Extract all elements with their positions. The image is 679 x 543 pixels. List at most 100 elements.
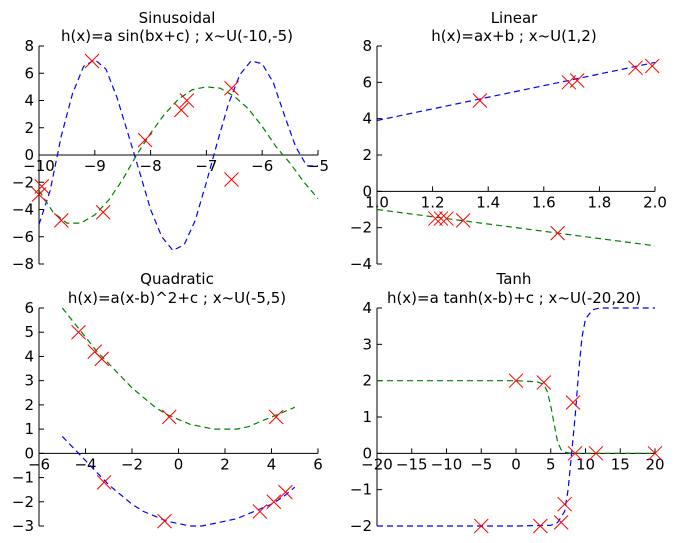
y-tick-label: 6 — [24, 64, 34, 82]
x-tick-label: 15 — [611, 455, 630, 473]
y-tick-label: 2 — [362, 146, 372, 164]
x-tick-label: −7 — [195, 157, 217, 175]
chart-title: Tanh — [496, 270, 532, 288]
x-tick-label: −10 — [23, 157, 55, 175]
series-line — [376, 61, 656, 122]
chart-subtitle: h(x)=a(x-b)^2+c ; x~U(-5,5) — [68, 289, 286, 307]
y-tick-label: 5 — [24, 323, 34, 341]
x-tick-label: −9 — [84, 157, 106, 175]
data-point — [455, 213, 471, 228]
y-tick-label: −4 — [12, 201, 34, 219]
data-point — [179, 93, 195, 108]
data-point — [84, 53, 100, 69]
data-point — [644, 58, 660, 74]
x-tick-label: 1.6 — [532, 193, 556, 211]
data-point — [53, 213, 69, 228]
data-point — [647, 445, 663, 461]
x-tick-label: −15 — [396, 455, 428, 473]
data-point — [550, 225, 566, 241]
y-tick-label: 4 — [24, 92, 34, 110]
x-tick-label: −4 — [74, 455, 96, 473]
x-tick-label: 10 — [576, 455, 595, 473]
x-tick-label: −2 — [121, 455, 143, 473]
y-tick-label: 0 — [24, 146, 34, 164]
data-point — [278, 484, 293, 500]
data-point — [94, 351, 110, 367]
x-tick-label: 0 — [511, 455, 521, 473]
data-point — [173, 102, 189, 118]
y-tick-label: 8 — [362, 37, 372, 55]
chart-title: Linear — [491, 9, 538, 27]
x-tick-label: 20 — [645, 455, 664, 473]
data-point — [561, 74, 577, 90]
series-line — [377, 380, 655, 454]
data-point — [224, 80, 239, 96]
series-line — [38, 58, 318, 252]
data-point — [508, 373, 524, 389]
data-point — [137, 132, 153, 148]
y-tick-label: −2 — [350, 219, 372, 237]
y-tick-label: 2 — [24, 396, 34, 414]
x-tick-label: 1.8 — [587, 193, 611, 211]
data-point — [96, 475, 112, 490]
x-tick-label: 1.4 — [476, 193, 500, 211]
chart-title: Quadratic — [140, 270, 214, 288]
data-point — [473, 518, 489, 534]
subplot-linear: Linear h(x)=ax+b ; x~U(1,2) 8 6 4 2 0 −2 −4 1.0… — [350, 9, 667, 273]
y-tick-label: 4 — [362, 110, 372, 128]
y-tick-label: 2 — [362, 372, 372, 390]
y-tick-label: −4 — [350, 255, 372, 273]
y-tick-label: 8 — [24, 37, 34, 55]
x-tick-label: 4 — [267, 455, 277, 473]
y-tick-label: 0 — [24, 444, 34, 462]
y-tick-label: −2 — [12, 493, 34, 511]
y-tick-label: 2 — [24, 119, 34, 137]
data-point — [536, 375, 552, 390]
data-point — [532, 518, 548, 534]
data-point — [428, 211, 443, 226]
y-tick-label: −2 — [12, 173, 34, 191]
chart-subtitle: h(x)=a tanh(x-b)+c ; x~U(-20,20) — [387, 289, 641, 307]
data-point — [567, 445, 583, 461]
data-point — [268, 409, 284, 425]
x-tick-label: 1.0 — [365, 193, 389, 211]
y-tick-label: 3 — [362, 335, 372, 353]
series-line — [61, 307, 296, 430]
data-point — [553, 515, 569, 530]
y-tick-label: −1 — [350, 481, 372, 499]
x-tick-label: −6 — [251, 157, 273, 175]
plot-area: 8 6 4 2 0 −2 −4 1.0 1.2 1.4 1.6 1.8 2.0 — [350, 37, 667, 273]
x-tick-label: 2 — [220, 455, 230, 473]
y-tick-label: 0 — [362, 182, 372, 200]
data-point — [565, 395, 581, 410]
data-point — [157, 513, 172, 529]
data-point — [569, 73, 585, 88]
x-tick-label: −20 — [361, 455, 393, 473]
subplot-quadratic: Quadratic h(x)=a(x-b)^2+c ; x~U(-5,5) 6 5… — [12, 270, 323, 535]
y-tick-label: −2 — [350, 517, 372, 535]
x-tick-label: 0 — [174, 455, 184, 473]
y-tick-label: 0 — [362, 444, 372, 462]
x-tick-label: −6 — [28, 455, 50, 473]
y-tick-label: 4 — [24, 347, 34, 365]
x-tick-label: −5 — [470, 455, 492, 473]
subplot-sinusoidal: Sinusoidal h(x)=a sin(bx+c) ; x~U(-10,-5… — [12, 9, 329, 273]
data-point — [266, 494, 282, 510]
y-tick-label: −3 — [12, 517, 34, 535]
chart-title: Sinusoidal — [139, 9, 216, 27]
x-tick-label: −10 — [431, 455, 463, 473]
data-point — [628, 60, 643, 76]
y-tick-label: −6 — [12, 228, 34, 246]
y-tick-label: 3 — [24, 372, 34, 390]
series-line — [376, 208, 656, 247]
y-tick-label: −8 — [12, 255, 34, 273]
y-tick-label: 6 — [362, 73, 372, 91]
x-tick-label: −8 — [140, 157, 162, 175]
y-tick-label: 1 — [24, 420, 34, 438]
y-tick-label: −1 — [12, 469, 34, 487]
subplot-tanh: Tanh h(x)=a tanh(x-b)+c ; x~U(-20,20) 4 3… — [350, 270, 665, 535]
data-point — [439, 211, 454, 226]
